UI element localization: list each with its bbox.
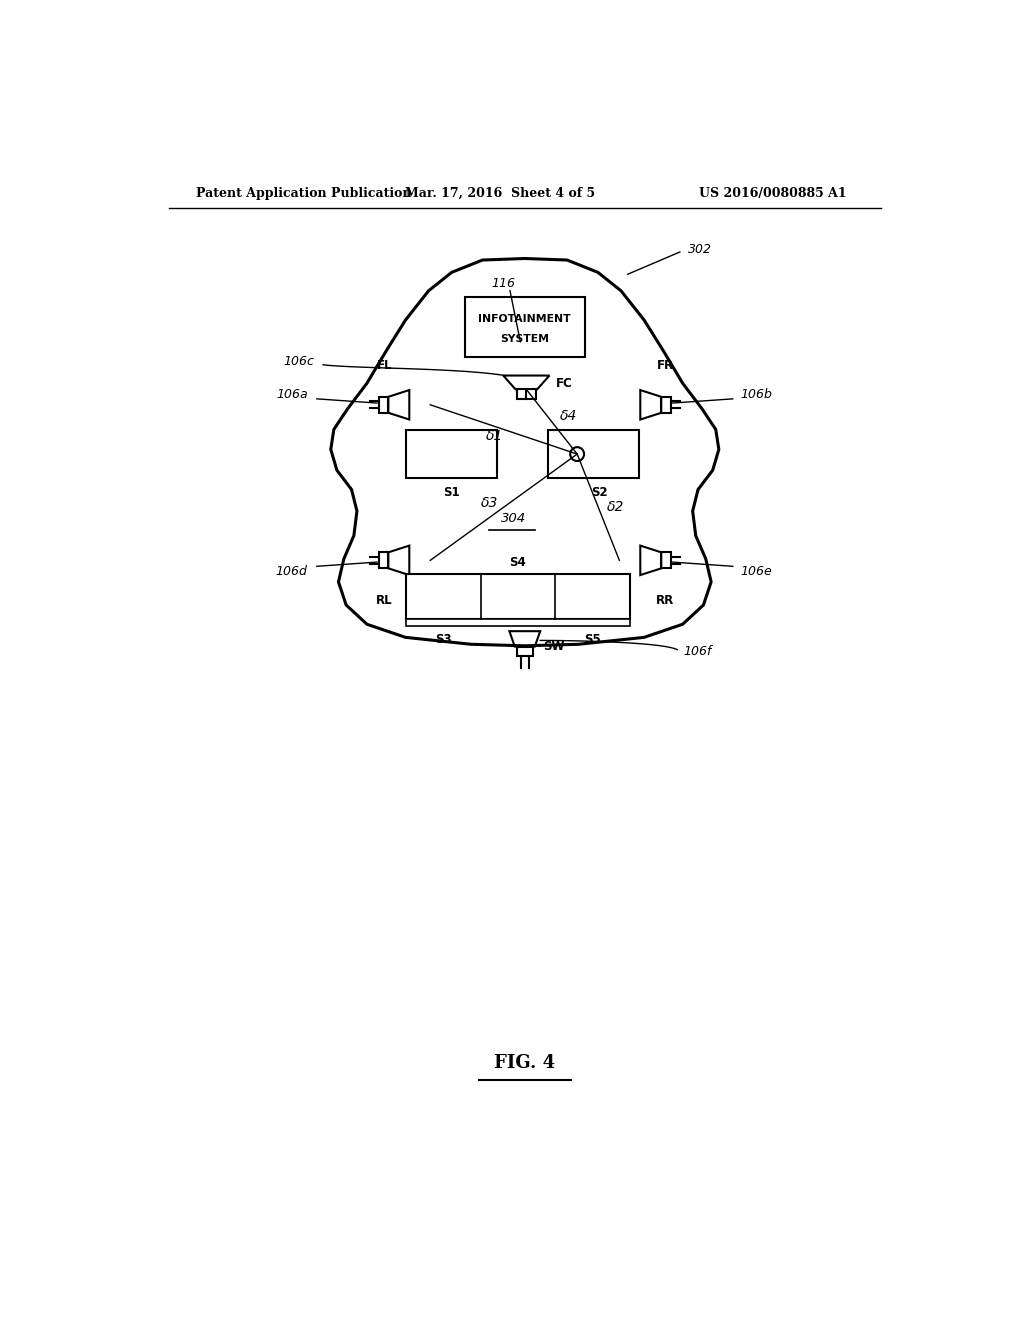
- Text: 106e: 106e: [740, 565, 772, 578]
- Bar: [407, 574, 630, 619]
- Text: FIG. 4: FIG. 4: [495, 1055, 555, 1072]
- Text: S1: S1: [443, 486, 460, 499]
- Text: RR: RR: [655, 594, 674, 607]
- Text: RL: RL: [377, 594, 393, 607]
- Text: 304: 304: [501, 512, 525, 525]
- Text: δ3: δ3: [481, 496, 499, 511]
- Text: Mar. 17, 2016  Sheet 4 of 5: Mar. 17, 2016 Sheet 4 of 5: [406, 186, 595, 199]
- Bar: [407, 430, 497, 478]
- Bar: [407, 619, 630, 626]
- Text: Patent Application Publication: Patent Application Publication: [196, 186, 412, 199]
- Bar: [517, 389, 536, 399]
- Bar: [662, 397, 671, 413]
- Bar: [662, 552, 671, 569]
- Text: FC: FC: [556, 376, 572, 389]
- Text: δ1: δ1: [485, 429, 503, 442]
- Bar: [548, 430, 639, 478]
- Bar: [465, 297, 585, 358]
- Text: S5: S5: [584, 632, 601, 645]
- Text: INFOTAINMENT: INFOTAINMENT: [478, 314, 571, 323]
- Text: 106a: 106a: [276, 388, 307, 400]
- Bar: [517, 647, 532, 656]
- Text: S2: S2: [591, 486, 608, 499]
- Text: 106f: 106f: [683, 644, 712, 657]
- Text: US 2016/0080885 A1: US 2016/0080885 A1: [699, 186, 847, 199]
- Text: FR: FR: [656, 359, 674, 372]
- Text: S4: S4: [510, 556, 526, 569]
- Text: S3: S3: [435, 632, 452, 645]
- Text: 106d: 106d: [275, 565, 307, 578]
- Text: 106b: 106b: [740, 388, 772, 400]
- Text: 302: 302: [688, 243, 712, 256]
- Text: 116: 116: [492, 277, 515, 289]
- Text: δ4: δ4: [560, 409, 578, 422]
- Bar: [379, 397, 388, 413]
- Bar: [379, 552, 388, 569]
- Text: δ2: δ2: [606, 500, 624, 515]
- Text: 106c: 106c: [283, 355, 313, 368]
- Text: SYSTEM: SYSTEM: [501, 334, 549, 345]
- Text: SW: SW: [544, 640, 565, 653]
- Text: FL: FL: [377, 359, 392, 372]
